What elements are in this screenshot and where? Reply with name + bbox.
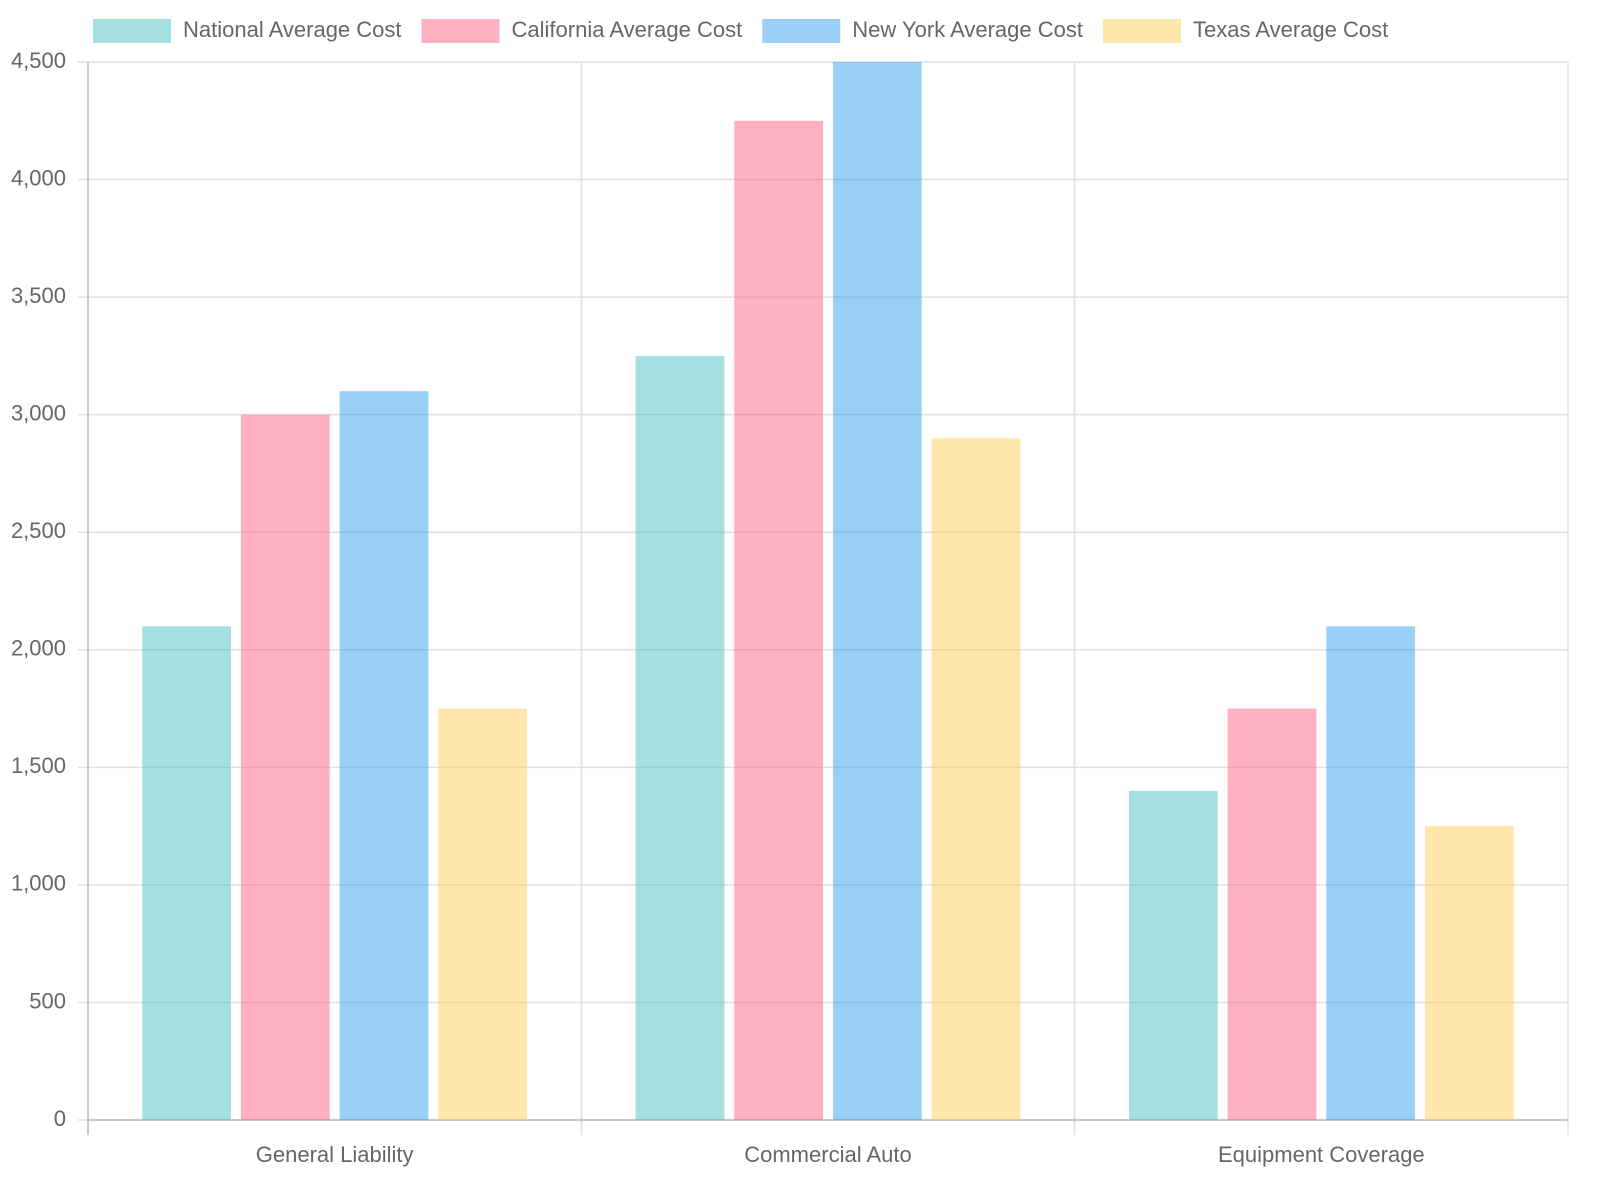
y-tick-label: 0	[54, 1106, 66, 1131]
bar	[635, 355, 725, 1120]
legend-label: National Average Cost	[183, 17, 402, 42]
y-tick-label: 1,500	[11, 753, 66, 778]
legend-label: Texas Average Cost	[1193, 17, 1388, 42]
y-tick-label: 4,000	[11, 165, 66, 190]
legend-label: New York Average Cost	[852, 17, 1083, 42]
legend-label: California Average Cost	[512, 17, 743, 42]
bar	[240, 414, 330, 1121]
bar	[1424, 826, 1514, 1120]
bar	[1128, 790, 1218, 1120]
legend-swatch	[1102, 19, 1181, 43]
bar	[1227, 708, 1317, 1120]
bar	[931, 438, 1021, 1121]
y-tick-label: 3,500	[11, 283, 66, 308]
bar	[832, 62, 922, 1120]
bar	[1326, 626, 1416, 1120]
y-tick-label: 500	[29, 988, 66, 1013]
bar	[142, 626, 232, 1120]
y-tick-label: 1,000	[11, 871, 66, 896]
y-tick-label: 2,500	[11, 518, 66, 543]
x-tick-label: Commercial Auto	[744, 1142, 912, 1167]
y-tick-label: 4,500	[11, 48, 66, 73]
x-tick-label: General Liability	[256, 1142, 414, 1167]
bar	[734, 120, 824, 1121]
x-tick-label: Equipment Coverage	[1218, 1142, 1425, 1167]
legend-swatch	[93, 19, 171, 43]
y-tick-label: 3,000	[11, 400, 66, 425]
y-tick-label: 2,000	[11, 636, 66, 661]
bar	[438, 708, 528, 1120]
legend-swatch	[421, 19, 500, 43]
bar	[339, 391, 429, 1121]
legend-swatch	[762, 19, 841, 43]
